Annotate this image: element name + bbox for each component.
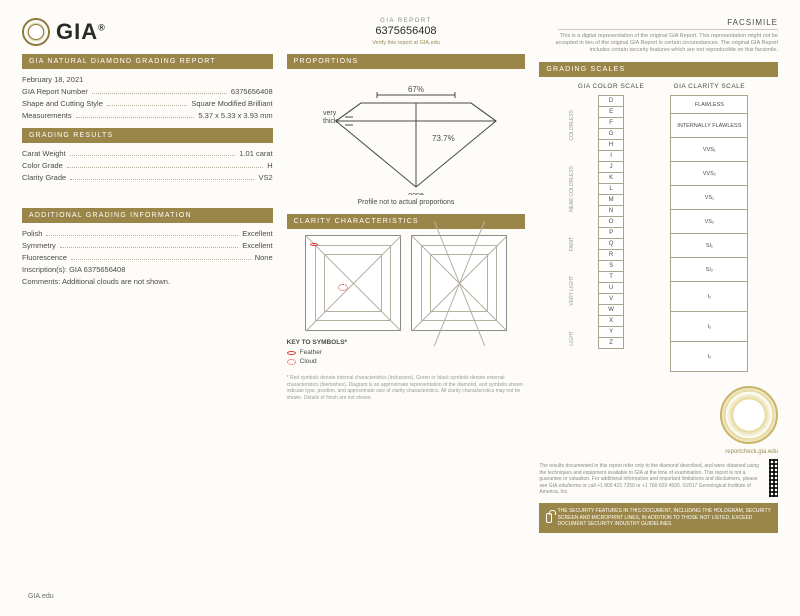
report-date: February 18, 2021 [22,75,273,84]
svg-text:67%: 67% [408,85,424,94]
plot-pavilion [411,235,507,331]
gia-seal-icon [720,386,778,444]
lock-icon [546,513,551,523]
section-bar-scales: GRADING SCALES [539,62,778,77]
report-label: GIA REPORT [287,18,526,24]
svg-text:none: none [408,192,424,195]
field-row: SymmetryExcellent [22,241,273,250]
clarity-footnote: * Red symbols denote internal characteri… [287,375,526,401]
proportions-caption: Profile not to actual proportions [287,199,526,206]
field-row: Color GradeH [22,161,273,170]
symbol-key: KEY TO SYMBOLS* Feather Cloud [287,339,526,365]
field-row: PolishExcellent [22,229,273,238]
svg-text:very: very [323,110,337,117]
disclaimer-text: The results documented in this report re… [539,463,760,496]
verify-link[interactable]: Verify this report at GIA.edu [287,40,526,46]
field-row: Shape and Cutting StyleSquare Modified B… [22,99,273,108]
section-bar-proportions: PROPORTIONS [287,54,526,69]
feather-swatch-icon [287,351,296,355]
security-strip: THE SECURITY FEATURES IN THIS DOCUMENT, … [539,503,778,533]
svg-text:thick: thick [323,118,338,125]
logo-seal-icon [22,18,50,46]
field-row: Measurements5.37 x 5.33 x 3.93 mm [22,111,273,120]
cloud-swatch-icon [287,359,296,365]
facsimile-text: This is a digital representation of the … [539,33,778,54]
feather-icon [310,243,318,246]
section-bar-additional: ADDITIONAL GRADING INFORMATION [22,208,273,223]
field-row: Carat Weight1.01 carat [22,149,273,158]
clarity-scale: GIA CLARITY SCALE FLAWLESSINTERNALLY FLA… [670,83,748,372]
color-scale: GIA COLOR SCALE DEFGHIJKLMNOPQRSTUVWXYZ [578,83,644,372]
section-bar-clarity: CLARITY CHARACTERISTICS [287,214,526,229]
report-check-link[interactable]: reportcheck.gia.edu [725,449,778,455]
proportions-diagram: 67% 73.7% very thick none [301,75,511,195]
comments: Comments: Additional clouds are not show… [22,277,273,286]
field-row: FluorescenceNone [22,253,273,262]
qr-code-icon [769,459,778,497]
section-bar-grading: GRADING RESULTS [22,128,273,143]
field-row: Clarity GradeVS2 [22,173,273,182]
plot-crown [305,235,401,331]
gia-logo: GIA® [22,18,106,46]
inscription: Inscription(s): GIA 6375656408 [22,265,273,274]
facsimile-title: FACSIMILE [539,18,778,27]
clarity-plots [287,235,526,331]
section-bar-report: GIA NATURAL DIAMOND GRADING REPORT [22,54,273,69]
svg-text:73.7%: 73.7% [432,134,455,143]
footer-link[interactable]: GIA.edu [28,593,54,600]
logo-text: GIA® [56,19,106,45]
report-number: 6375656408 [287,25,526,37]
field-row: GIA Report Number6375656408 [22,87,273,96]
cloud-icon [338,284,348,291]
